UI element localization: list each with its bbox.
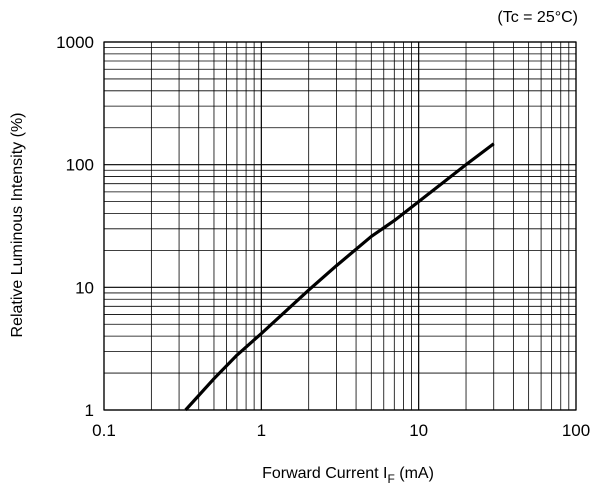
y-axis-label: Relative Luminous Intensity (%) bbox=[9, 113, 26, 338]
series-line-0 bbox=[184, 142, 495, 412]
grid-major bbox=[103, 41, 577, 411]
condition-annotation: (Tc = 25°C) bbox=[497, 9, 578, 26]
y-tick-label: 100 bbox=[66, 156, 94, 175]
x-tick-label: 1 bbox=[257, 421, 266, 440]
x-axis-label-main: Forward Current I bbox=[262, 465, 387, 482]
series-layer bbox=[184, 142, 495, 412]
x-tick-label: 100 bbox=[562, 421, 590, 440]
plot-frame bbox=[103, 41, 577, 411]
x-axis-label-subscript: F bbox=[387, 472, 394, 486]
x-axis-label: Forward Current IF (mA) bbox=[262, 465, 434, 486]
grid-minor bbox=[104, 42, 576, 410]
y-tick-labels: 1 10 100 1000 bbox=[56, 33, 94, 420]
x-tick-label: 0.1 bbox=[92, 421, 116, 440]
x-tick-label: 10 bbox=[409, 421, 428, 440]
x-tick-labels: 0.1 1 10 100 bbox=[92, 421, 590, 440]
x-axis-label-unit: (mA) bbox=[395, 465, 434, 482]
y-tick-label: 1 bbox=[85, 401, 94, 420]
y-tick-label: 1000 bbox=[56, 33, 94, 52]
y-tick-label: 10 bbox=[75, 278, 94, 297]
